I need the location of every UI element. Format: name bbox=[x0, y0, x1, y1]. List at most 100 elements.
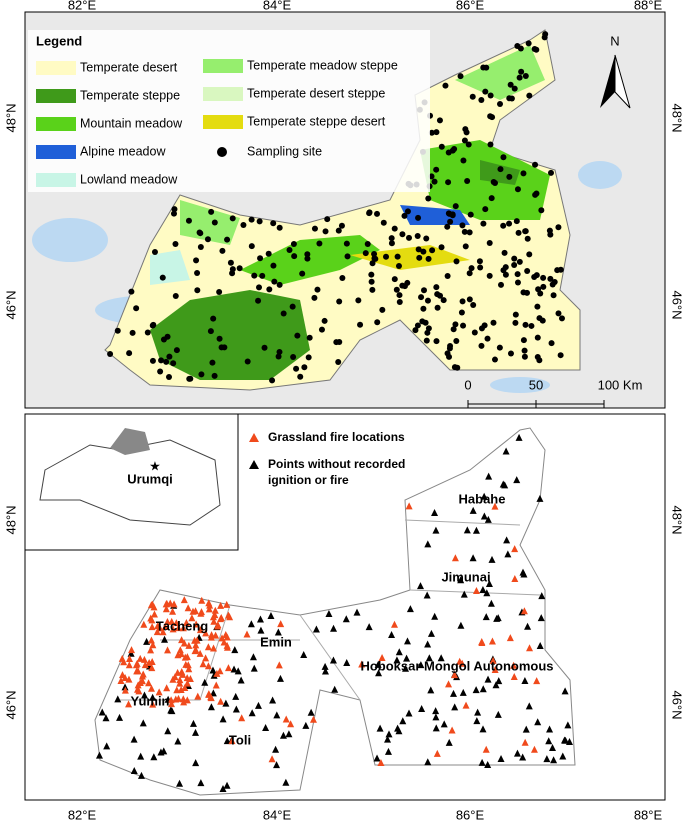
sampling-site bbox=[316, 240, 323, 247]
legend-label-box: Points without recorded ignition or fire bbox=[268, 457, 406, 487]
sampling-site bbox=[333, 339, 340, 346]
fire-point bbox=[125, 700, 133, 708]
sampling-site bbox=[484, 335, 491, 342]
sampling-site bbox=[304, 251, 311, 258]
sampling-site bbox=[521, 347, 528, 354]
sampling-site bbox=[555, 224, 562, 231]
no-fire-point bbox=[121, 683, 129, 691]
sampling-site bbox=[383, 253, 390, 260]
sampling-site bbox=[438, 143, 445, 150]
sampling-site bbox=[297, 373, 304, 380]
sampling-site bbox=[547, 231, 554, 238]
sampling-site bbox=[369, 286, 376, 293]
sampling-site bbox=[534, 303, 541, 310]
fire-point bbox=[179, 695, 187, 703]
sampling-site bbox=[318, 326, 325, 333]
sampling-site bbox=[514, 186, 521, 193]
sampling-site bbox=[533, 190, 540, 197]
north-label: N bbox=[610, 33, 619, 48]
fire-point bbox=[150, 603, 158, 611]
no-fire-point bbox=[487, 599, 495, 607]
sampling-site bbox=[388, 240, 395, 247]
sampling-site bbox=[468, 265, 475, 272]
legend-label: Points without recorded ignition or fire bbox=[268, 457, 406, 487]
no-fire-point bbox=[160, 747, 168, 755]
fire-point bbox=[223, 641, 231, 649]
sampling-site bbox=[461, 137, 468, 144]
sampling-site bbox=[170, 360, 177, 367]
no-fire-point bbox=[417, 582, 425, 590]
no-fire-point bbox=[406, 605, 414, 613]
fire-point bbox=[472, 587, 480, 595]
fire-point bbox=[223, 633, 231, 641]
fire-point bbox=[390, 620, 398, 628]
no-fire-point bbox=[114, 695, 122, 703]
sampling-site bbox=[522, 228, 529, 235]
sampling-site bbox=[477, 264, 484, 271]
sampling-site bbox=[501, 249, 508, 256]
no-fire-point bbox=[207, 703, 215, 711]
fire-point bbox=[163, 684, 171, 692]
sampling-site bbox=[266, 286, 273, 293]
legend-swatch bbox=[203, 115, 243, 129]
no-fire-point bbox=[492, 681, 500, 689]
no-fire-point bbox=[276, 674, 284, 682]
lon-label: 84°E bbox=[263, 0, 292, 12]
sampling-site bbox=[476, 258, 483, 265]
no-fire-point bbox=[515, 433, 523, 441]
no-fire-point bbox=[472, 526, 480, 534]
no-fire-point bbox=[488, 555, 496, 563]
sampling-site bbox=[522, 321, 529, 328]
no-fire-point bbox=[479, 685, 487, 693]
fire-point bbox=[211, 611, 219, 619]
sampling-site bbox=[344, 253, 351, 260]
fire-point bbox=[133, 667, 141, 675]
sampling-site bbox=[536, 315, 543, 322]
sampling-site bbox=[270, 220, 277, 227]
sampling-site bbox=[399, 231, 406, 238]
no-fire-point bbox=[519, 753, 527, 761]
no-fire-point bbox=[210, 671, 218, 679]
sampling-site bbox=[151, 249, 158, 256]
no-fire-point bbox=[427, 629, 435, 637]
no-fire-point bbox=[504, 550, 512, 558]
sampling-site bbox=[438, 244, 445, 251]
sampling-site bbox=[506, 95, 513, 102]
fire-point bbox=[204, 662, 212, 670]
sampling-site bbox=[547, 275, 554, 282]
no-fire-point bbox=[437, 654, 445, 662]
sampling-site bbox=[511, 85, 518, 92]
no-fire-point bbox=[343, 659, 351, 667]
no-fire-point bbox=[403, 637, 411, 645]
sampling-site bbox=[446, 353, 453, 360]
sampling-site bbox=[133, 305, 140, 312]
sampling-site bbox=[158, 357, 165, 364]
no-fire-point bbox=[457, 621, 465, 629]
sampling-site bbox=[256, 218, 263, 225]
no-fire-point bbox=[209, 666, 217, 674]
no-fire-point bbox=[566, 738, 574, 746]
sampling-site bbox=[335, 227, 342, 234]
fire-point bbox=[243, 630, 251, 638]
sampling-site bbox=[371, 255, 378, 262]
no-fire-point bbox=[451, 703, 459, 711]
scale-label: 100 Km bbox=[598, 377, 643, 392]
fire-point bbox=[196, 649, 204, 657]
scale-label: 0 bbox=[464, 377, 471, 392]
sampling-site bbox=[335, 359, 342, 366]
sampling-site bbox=[314, 286, 321, 293]
fire-point bbox=[125, 675, 133, 683]
no-fire-point bbox=[484, 760, 492, 768]
no-fire-point bbox=[273, 711, 281, 719]
no-fire-point bbox=[223, 781, 231, 789]
sampling-site bbox=[466, 229, 473, 236]
sampling-site bbox=[487, 113, 494, 120]
sampling-site bbox=[536, 357, 543, 364]
no-fire-point bbox=[473, 717, 481, 725]
sampling-site bbox=[431, 178, 438, 185]
sampling-site bbox=[391, 225, 398, 232]
fire-point bbox=[185, 665, 193, 673]
sampling-site bbox=[374, 210, 381, 217]
fire-point bbox=[174, 694, 182, 702]
no-fire-point bbox=[405, 709, 413, 717]
